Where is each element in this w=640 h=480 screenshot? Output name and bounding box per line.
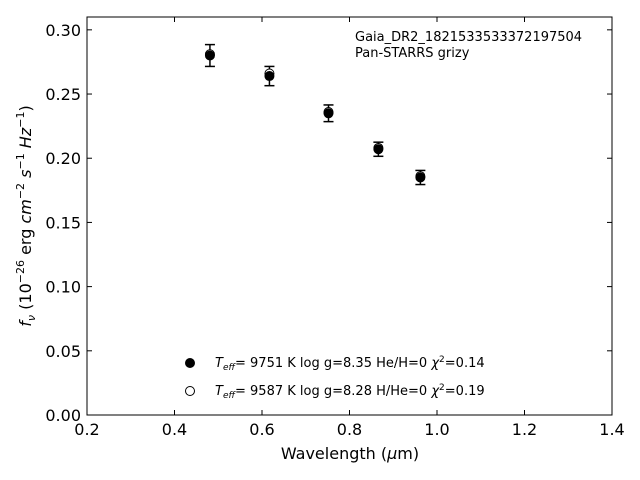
x-tick-label: 1.0 [424, 420, 449, 439]
data-point-filled [204, 50, 215, 61]
legend: Teff= 9751 K log g=8.35 He/H=0 χ2=0.14 T… [185, 355, 485, 401]
y-tick-label: 0.05 [45, 342, 81, 361]
annotation-source-id: Gaia_DR2_1821533533372197504 [355, 30, 582, 45]
x-tick-label: 0.6 [249, 420, 274, 439]
x-tick-label: 0.2 [74, 420, 99, 439]
data-point-filled [415, 172, 426, 183]
y-axis-label: fν (10−26 erg cm−2 s−1 Hz−1) [14, 105, 38, 326]
x-tick-label: 1.4 [599, 420, 624, 439]
legend-entry-1: Teff= 9751 K log g=8.35 He/H=0 χ2=0.14 [215, 355, 485, 373]
error-bars [204, 43, 426, 186]
x-axis-label: Wavelength (μm) [281, 444, 419, 463]
legend-marker-filled [185, 358, 195, 368]
y-tick-label: 0.20 [45, 149, 81, 168]
x-tick-label: 1.2 [512, 420, 537, 439]
data-points [204, 49, 426, 183]
x-tick-label: 0.8 [337, 420, 362, 439]
axis-ticks: 0.2 0.4 0.6 0.8 1.0 1.2 1.4 0.00 0.05 0.10 0.15 0.2… [45, 17, 625, 439]
data-point-filled [373, 144, 384, 155]
y-tick-label: 0.00 [45, 406, 81, 425]
legend-entry-2: Teff= 9587 K log g=8.28 H/He=0 χ2=0.19 [215, 383, 485, 401]
data-point-filled [323, 108, 334, 119]
x-tick-label: 0.4 [162, 420, 187, 439]
y-tick-label: 0.25 [45, 85, 81, 104]
legend-marker-open [185, 386, 195, 396]
annotation-survey: Pan-STARRS grizy [355, 46, 470, 61]
data-point-filled [264, 71, 275, 82]
y-tick-label: 0.15 [45, 213, 81, 232]
y-tick-label: 0.30 [45, 21, 81, 40]
y-tick-label: 0.10 [45, 278, 81, 297]
